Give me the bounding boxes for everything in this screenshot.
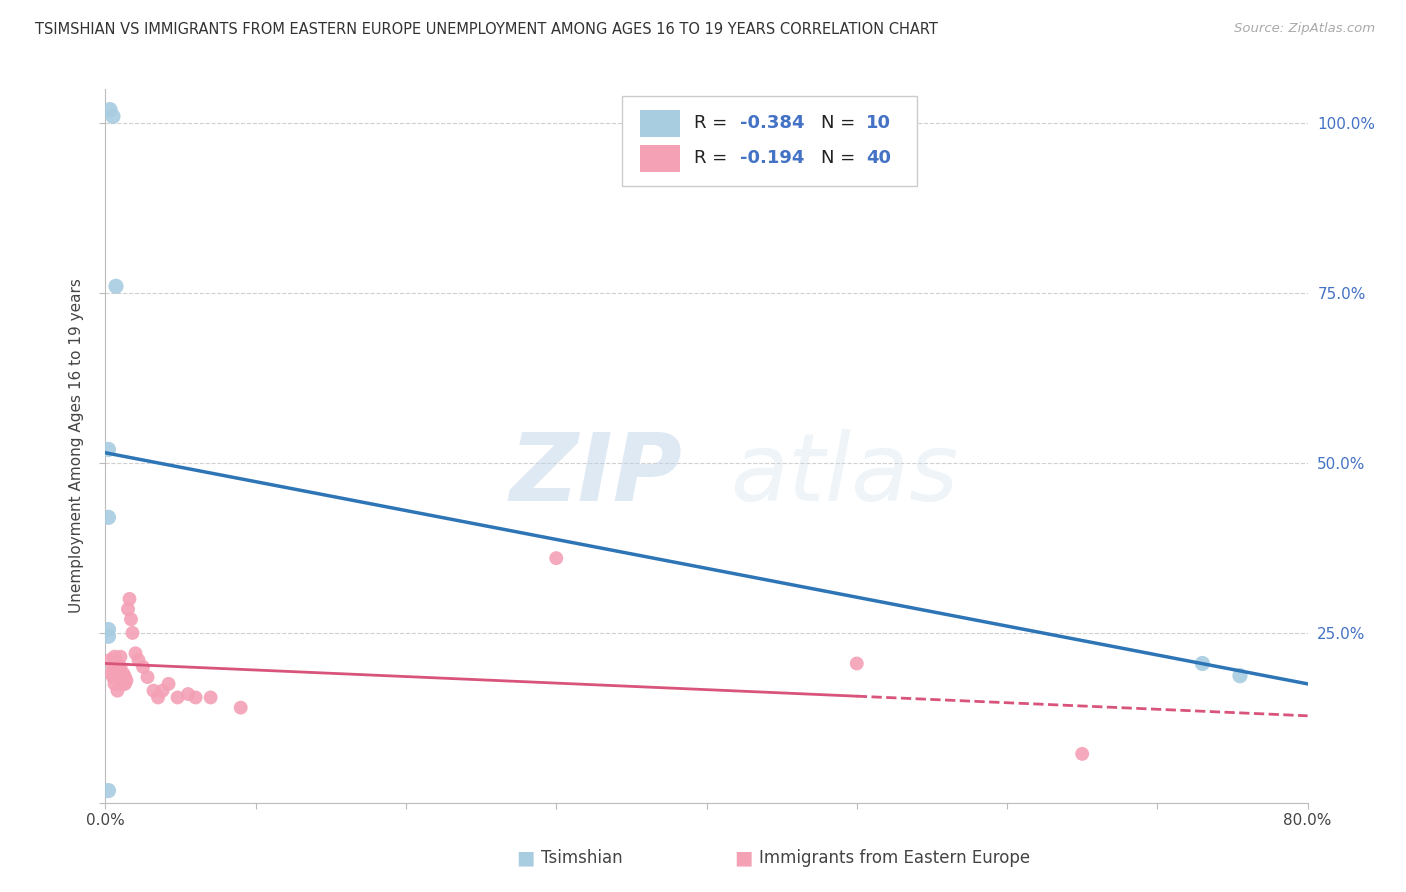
- Point: [104, 653, 127, 667]
- Point: [124, 646, 146, 660]
- Point: [104, 663, 127, 677]
- Point: [845, 657, 868, 671]
- Text: N =: N =: [821, 114, 860, 132]
- Point: [114, 677, 136, 691]
- Point: [177, 687, 200, 701]
- Text: atlas: atlas: [731, 429, 959, 520]
- Point: [97, 783, 120, 797]
- Y-axis label: Unemployment Among Ages 16 to 19 years: Unemployment Among Ages 16 to 19 years: [69, 278, 84, 614]
- Text: -0.384: -0.384: [740, 114, 804, 132]
- Point: [114, 670, 136, 684]
- Point: [97, 442, 120, 457]
- Point: [97, 629, 120, 643]
- Text: R =: R =: [695, 114, 734, 132]
- Point: [112, 666, 135, 681]
- Point: [1071, 747, 1094, 761]
- Point: [142, 683, 165, 698]
- Point: [98, 653, 121, 667]
- Text: Tsimshian: Tsimshian: [541, 849, 623, 867]
- Point: [110, 649, 132, 664]
- Point: [97, 623, 120, 637]
- Text: ZIP: ZIP: [509, 428, 682, 521]
- Point: [104, 279, 127, 293]
- Text: 40: 40: [866, 150, 891, 168]
- Point: [110, 660, 132, 674]
- Point: [157, 677, 180, 691]
- Point: [103, 677, 125, 691]
- Point: [98, 103, 121, 117]
- Point: [108, 663, 131, 677]
- FancyBboxPatch shape: [623, 96, 917, 186]
- Text: Immigrants from Eastern Europe: Immigrants from Eastern Europe: [759, 849, 1031, 867]
- Point: [152, 683, 174, 698]
- Text: ■: ■: [516, 848, 534, 867]
- Point: [111, 670, 134, 684]
- Point: [103, 649, 125, 664]
- Point: [229, 700, 252, 714]
- Point: [146, 690, 169, 705]
- Point: [132, 660, 155, 674]
- Text: R =: R =: [695, 150, 734, 168]
- Point: [112, 677, 135, 691]
- Point: [166, 690, 188, 705]
- Point: [184, 690, 207, 705]
- Point: [117, 602, 139, 616]
- Point: [101, 109, 124, 123]
- Point: [115, 673, 138, 688]
- Point: [107, 683, 129, 698]
- Point: [111, 677, 134, 691]
- Text: 10: 10: [866, 114, 891, 132]
- Text: ■: ■: [734, 848, 752, 867]
- Text: N =: N =: [821, 150, 860, 168]
- Point: [120, 612, 142, 626]
- FancyBboxPatch shape: [640, 110, 681, 137]
- Point: [101, 660, 124, 674]
- Point: [121, 626, 143, 640]
- Point: [1191, 657, 1213, 671]
- Point: [107, 670, 129, 684]
- Text: TSIMSHIAN VS IMMIGRANTS FROM EASTERN EUROPE UNEMPLOYMENT AMONG AGES 16 TO 19 YEA: TSIMSHIAN VS IMMIGRANTS FROM EASTERN EUR…: [35, 22, 938, 37]
- Point: [97, 510, 120, 524]
- Point: [101, 670, 124, 684]
- Point: [200, 690, 222, 705]
- Point: [1229, 669, 1251, 683]
- Point: [100, 666, 122, 681]
- Text: Source: ZipAtlas.com: Source: ZipAtlas.com: [1234, 22, 1375, 36]
- Point: [118, 591, 141, 606]
- Text: -0.194: -0.194: [740, 150, 804, 168]
- Point: [128, 653, 150, 667]
- Point: [136, 670, 159, 684]
- FancyBboxPatch shape: [640, 145, 681, 172]
- Point: [546, 551, 568, 566]
